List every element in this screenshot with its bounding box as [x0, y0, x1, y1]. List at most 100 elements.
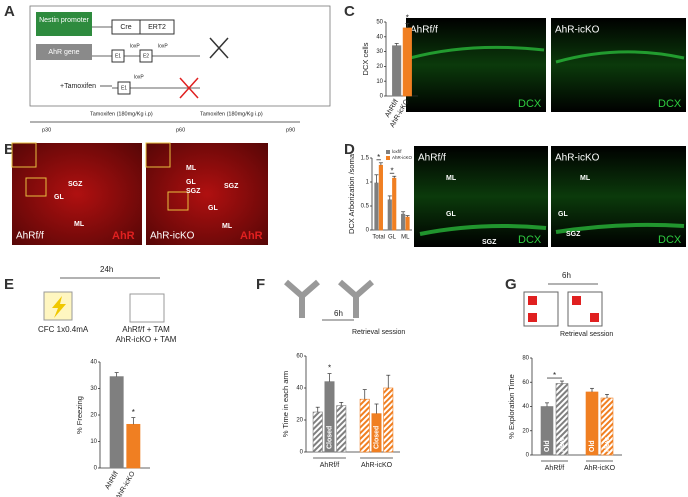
genotype-label: AhR-icKO — [555, 25, 600, 36]
bar — [109, 376, 124, 469]
y-tick-label: 40 — [376, 34, 383, 40]
micrograph — [12, 143, 142, 245]
y-tick-label: 20 — [90, 413, 97, 419]
x-tick-label: Total — [372, 235, 385, 241]
bar — [392, 177, 397, 231]
ert2-label: ERT2 — [148, 24, 166, 31]
tamoxifen-label: +Tamoxifen — [60, 83, 96, 90]
y-tick-label: 30 — [90, 386, 97, 392]
promoter-label: Nestin promoter — [39, 17, 89, 24]
object — [572, 296, 581, 305]
bar — [405, 216, 410, 231]
region-label: GL — [558, 211, 568, 218]
promoter-box — [36, 12, 92, 36]
schematic-frame — [29, 5, 331, 107]
region-label: ML — [580, 175, 591, 182]
timeline-label: Tamoxifen (180mg/Kg i.p) — [200, 111, 263, 117]
loxp-label: loxP — [130, 43, 140, 49]
bar — [312, 411, 323, 453]
y-axis-label: DCX Arborization /soma — [347, 153, 356, 234]
region-label: GL — [446, 211, 456, 218]
timeline-label: Tamoxifen (180mg/Kg i.p) — [90, 111, 153, 117]
delay-label: 6h — [334, 309, 343, 318]
y-tick-label: 20 — [296, 418, 303, 424]
y-maze — [338, 279, 374, 318]
bolt — [52, 296, 66, 318]
y-tick-label: 10 — [90, 439, 97, 445]
region-label: SGZ — [566, 231, 581, 238]
exon — [139, 49, 153, 63]
y-tick-label: 60 — [522, 380, 529, 386]
genotype-label: AhRf/f — [418, 153, 446, 164]
region-label: ML — [222, 223, 233, 230]
y-maze — [284, 279, 320, 318]
object — [590, 313, 599, 322]
panel-label: B — [4, 141, 15, 158]
region-label: ML — [74, 221, 85, 228]
legend-label: AhR-icKO — [392, 155, 413, 160]
y-tick-label: 1.5 — [361, 156, 370, 162]
panel-label: G — [505, 276, 517, 293]
stain-label: DCX — [658, 98, 682, 110]
timeline-label: p60 — [176, 127, 185, 133]
gene-box — [36, 44, 92, 60]
y-axis-label: DCX cells — [361, 42, 370, 75]
delay-label: 24h — [100, 265, 113, 274]
panel-label: D — [344, 141, 355, 158]
y-tick-label: 40 — [522, 404, 529, 410]
bar — [359, 398, 370, 453]
y-axis-label: % Exploration Time — [507, 374, 516, 439]
bar-label: Old — [589, 440, 596, 452]
bar-label: New — [559, 437, 566, 452]
y-tick-label: 20 — [522, 428, 529, 434]
x-tick-label: GL — [388, 235, 397, 241]
region-label: ML — [446, 175, 457, 182]
stain-label: DCX — [518, 234, 542, 246]
y-tick-label: 80 — [522, 356, 529, 362]
object — [528, 313, 537, 322]
group-label: AhRf/f — [320, 462, 340, 469]
legend-swatch — [386, 156, 390, 160]
bar — [383, 387, 394, 453]
y-tick-label: 20 — [376, 64, 383, 70]
legend-swatch — [386, 150, 390, 154]
timeline-label: p90 — [286, 127, 295, 133]
significance-mark: * — [328, 364, 331, 373]
micrograph — [406, 18, 546, 112]
y-tick-label: 40 — [296, 386, 303, 392]
bar-label: Old — [544, 440, 551, 452]
legend-label: loxf/f — [392, 149, 402, 154]
significance-mark: * — [377, 153, 380, 162]
bar — [126, 423, 141, 469]
y-tick-label: 40 — [90, 360, 97, 366]
bar — [392, 45, 402, 97]
region-label: SGZ — [482, 239, 497, 246]
group-label: AhR-icKO — [584, 465, 616, 472]
micrograph — [146, 143, 268, 245]
y-tick-label: 0 — [94, 466, 98, 472]
y-tick-label: 1 — [366, 180, 370, 186]
region-label: ML — [186, 165, 197, 172]
y-tick-label: 0 — [526, 453, 530, 459]
group-label: AhR-icKO — [361, 462, 393, 469]
group-label: AhR-icKO + TAM — [116, 335, 177, 344]
exon-label: E1 — [115, 53, 121, 59]
genotype-label: AhRf/f — [410, 25, 438, 36]
y-tick-label: 0 — [300, 450, 304, 456]
region-label: GL — [186, 179, 196, 186]
y-tick-label: 50 — [376, 20, 383, 26]
cell-layer — [409, 45, 685, 64]
significance-mark: * — [406, 14, 409, 23]
exon — [117, 81, 131, 95]
exon-label: E1 — [121, 85, 127, 91]
protocol-label: CFC 1x0.4mA — [38, 325, 89, 334]
loxp-label: loxP — [158, 43, 168, 49]
inset — [11, 142, 37, 168]
bar — [378, 164, 383, 231]
panel-label: F — [256, 276, 265, 293]
significance-mark: * — [132, 408, 135, 417]
inset — [25, 177, 47, 197]
panel-label: C — [344, 3, 355, 20]
stain-label: DCX — [658, 234, 682, 246]
